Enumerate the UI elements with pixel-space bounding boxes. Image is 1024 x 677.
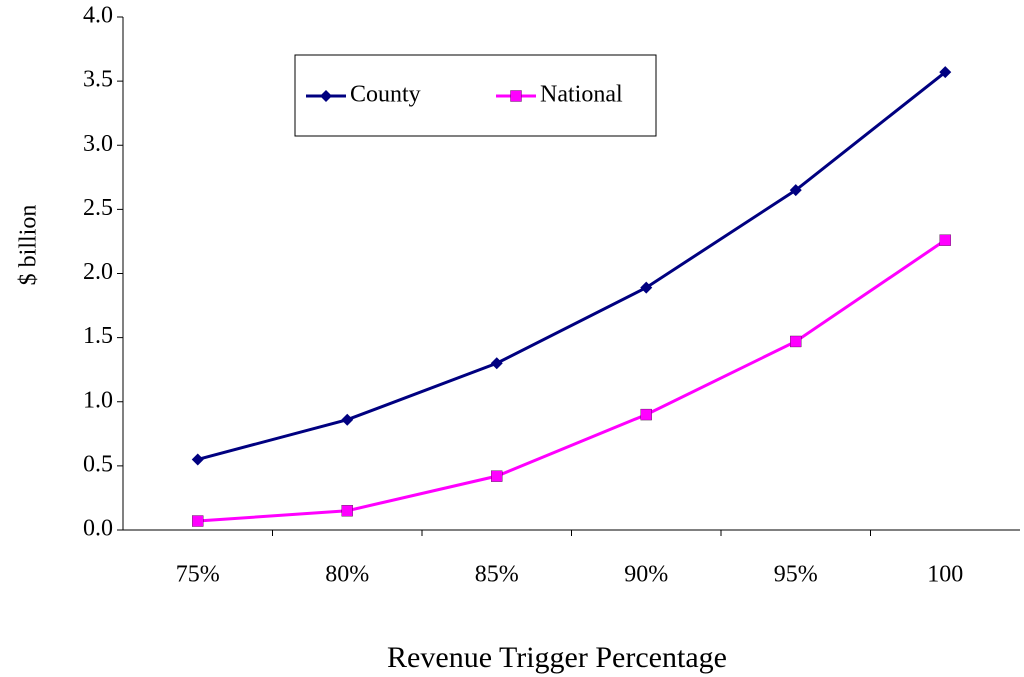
y-axis-title: $ billion	[16, 205, 42, 286]
y-tick-label: 2.0	[83, 259, 113, 285]
y-tick-label: 0.5	[83, 451, 113, 477]
marker	[640, 281, 653, 294]
marker	[341, 413, 354, 426]
x-tick-label: 95%	[774, 562, 818, 588]
marker	[790, 335, 802, 348]
legend: County National	[294, 54, 657, 137]
y-tick-label: 0.0	[83, 516, 113, 542]
y-tick-label: 4.0	[83, 3, 113, 29]
x-tick-label: 100	[927, 562, 963, 588]
legend-label: National	[540, 82, 623, 108]
y-tick-label: 2.5	[83, 195, 113, 221]
series-line	[197, 238, 947, 523]
x-tick-label: 80%	[325, 562, 369, 588]
marker	[320, 90, 332, 102]
marker	[341, 505, 353, 517]
marker	[640, 408, 652, 421]
y-tick-label: 1.5	[83, 323, 113, 349]
x-tick-label: 85%	[475, 562, 519, 588]
x-tick-label: 75%	[176, 562, 220, 588]
marker	[939, 66, 952, 79]
marker	[491, 470, 503, 482]
marker	[191, 453, 204, 466]
marker	[789, 184, 802, 197]
legend-label: County	[350, 82, 421, 108]
x-tick-label: 90%	[624, 562, 668, 588]
x-axis-title: Revenue Trigger Percentage	[387, 641, 727, 674]
marker	[939, 234, 951, 246]
y-tick-label: 3.0	[83, 131, 113, 157]
series-line	[197, 70, 947, 461]
marker	[192, 515, 204, 527]
y-tick-label: 3.5	[83, 67, 113, 93]
y-tick-label: 1.0	[83, 387, 113, 413]
marker	[510, 90, 522, 102]
legend-box	[294, 54, 657, 137]
marker	[490, 357, 503, 370]
